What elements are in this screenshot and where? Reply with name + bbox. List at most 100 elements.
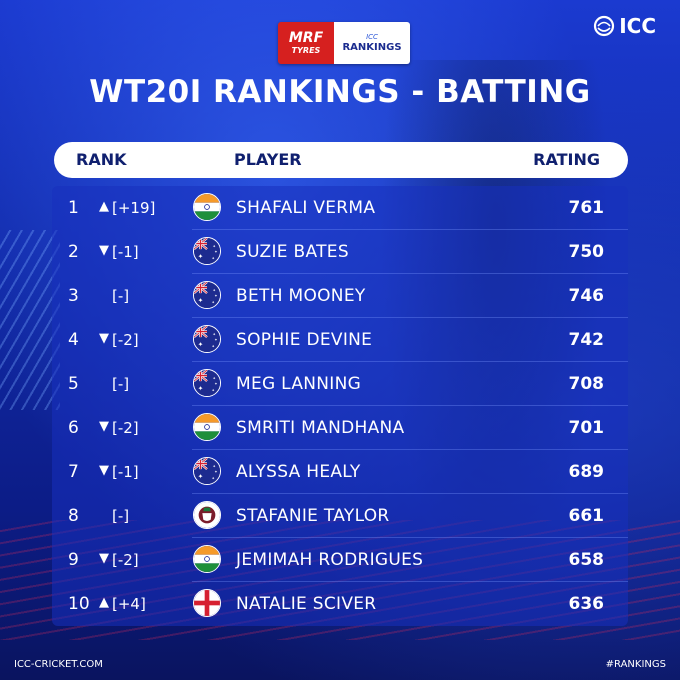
rank-change: [+19] <box>112 199 156 217</box>
table-row: 4 ▼ [-2] ✦ ✦ ✦ ✦ SOPHIE DEVINE 742 <box>52 318 628 362</box>
australia-flag-icon: ✦ ✦ ✦ ✦ <box>193 457 221 485</box>
rank-number: 4 <box>68 330 79 350</box>
rank-number: 5 <box>68 374 79 394</box>
india-flag-icon <box>193 193 221 221</box>
rank-number: 9 <box>68 550 79 570</box>
rank-change: [-] <box>112 287 130 305</box>
india-flag-icon <box>193 413 221 441</box>
page-title: WT20I RANKINGS - BATTING <box>89 74 591 110</box>
player-rating: 661 <box>568 506 605 526</box>
footer-website: ICC-CRICKET.COM <box>14 659 103 670</box>
arrow-up-icon: ▲ <box>99 595 109 610</box>
table-row: 2 ▼ [-1] ✦ ✦ ✦ ✦ SUZIE BATES 750 <box>52 230 628 274</box>
player-name: MEG LANNING <box>236 374 362 394</box>
row-divider <box>192 449 628 450</box>
arrow-down-icon: ▼ <box>99 551 109 566</box>
row-divider <box>192 317 628 318</box>
svg-text:✦: ✦ <box>213 332 216 336</box>
west-indies-flag-icon <box>193 501 221 529</box>
rank-number: 8 <box>68 506 79 526</box>
svg-text:✦: ✦ <box>198 252 204 260</box>
rank-change: [-2] <box>112 551 139 569</box>
england-flag-icon <box>193 589 221 617</box>
header-rank: RANK <box>76 150 127 169</box>
row-divider <box>192 273 628 274</box>
svg-text:✦: ✦ <box>198 472 204 480</box>
svg-text:✦: ✦ <box>212 344 215 348</box>
svg-text:✦: ✦ <box>198 384 204 392</box>
rank-change: [-1] <box>112 463 139 481</box>
header-player: PLAYER <box>234 150 302 169</box>
rank-change: [-1] <box>112 243 139 261</box>
rank-number: 2 <box>68 242 79 262</box>
svg-text:✦: ✦ <box>214 294 217 298</box>
svg-text:✦: ✦ <box>212 388 215 392</box>
australia-flag-icon: ✦ ✦ ✦ ✦ <box>193 369 221 397</box>
table-row: 1 ▲ [+19] SHAFALI VERMA 761 <box>52 186 628 230</box>
rank-number: 3 <box>68 286 79 306</box>
table-header: RANK PLAYER RATING <box>54 142 628 178</box>
rank-change: [+4] <box>112 595 146 613</box>
rankings-table: 1 ▲ [+19] SHAFALI VERMA 761 2 ▼ [-1] ✦ ✦ ✦ ✦ SUZIE B… <box>52 186 628 626</box>
icc-logo: ICC <box>593 14 656 38</box>
svg-text:✦: ✦ <box>212 300 215 304</box>
svg-text:✦: ✦ <box>213 244 216 248</box>
row-divider <box>192 581 628 582</box>
rank-change: [-2] <box>112 419 139 437</box>
rank-number: 6 <box>68 418 79 438</box>
rank-number: 10 <box>68 594 90 614</box>
table-row: 8 [-] STAFANIE TAYLOR 661 <box>52 494 628 538</box>
player-rating: 701 <box>568 418 605 438</box>
india-flag-icon <box>193 545 221 573</box>
svg-text:✦: ✦ <box>214 250 217 254</box>
table-row: 7 ▼ [-1] ✦ ✦ ✦ ✦ ALYSSA HEALY 689 <box>52 450 628 494</box>
arrow-down-icon: ▼ <box>99 463 109 478</box>
svg-text:✦: ✦ <box>214 470 217 474</box>
row-divider <box>192 361 628 362</box>
player-name: ALYSSA HEALY <box>236 462 361 482</box>
player-rating: 761 <box>568 198 605 218</box>
table-row: 6 ▼ [-2] SMRITI MANDHANA 701 <box>52 406 628 450</box>
row-divider <box>192 405 628 406</box>
background-stripes-left <box>0 230 60 410</box>
table-row: 9 ▼ [-2] JEMIMAH RODRIGUES 658 <box>52 538 628 582</box>
svg-text:✦: ✦ <box>198 340 204 348</box>
rank-number: 7 <box>68 462 79 482</box>
arrow-down-icon: ▼ <box>99 419 109 434</box>
arrow-down-icon: ▼ <box>99 243 109 258</box>
player-rating: 742 <box>568 330 605 350</box>
player-name: STAFANIE TAYLOR <box>236 506 390 526</box>
icc-small-text: ICC <box>366 32 378 41</box>
rankings-text: RANKINGS <box>342 41 402 53</box>
svg-text:✦: ✦ <box>214 382 217 386</box>
svg-text:✦: ✦ <box>213 464 216 468</box>
player-name: BETH MOONEY <box>236 286 366 306</box>
svg-text:✦: ✦ <box>214 338 217 342</box>
australia-flag-icon: ✦ ✦ ✦ ✦ <box>193 237 221 265</box>
svg-text:✦: ✦ <box>212 256 215 260</box>
player-rating: 636 <box>568 594 605 614</box>
rank-change: [-] <box>112 375 130 393</box>
player-name: SOPHIE DEVINE <box>236 330 373 350</box>
table-row: 5 [-] ✦ ✦ ✦ ✦ MEG LANNING 708 <box>52 362 628 406</box>
icc-rankings-logo: ICC RANKINGS <box>334 22 410 64</box>
player-name: NATALIE SCIVER <box>236 594 377 614</box>
rank-number: 1 <box>68 198 79 218</box>
australia-flag-icon: ✦ ✦ ✦ ✦ <box>193 281 221 309</box>
australia-flag-icon: ✦ ✦ ✦ ✦ <box>193 325 221 353</box>
player-name: SUZIE BATES <box>236 242 349 262</box>
player-name: JEMIMAH RODRIGUES <box>236 550 424 570</box>
player-rating: 689 <box>568 462 605 482</box>
rank-change: [-] <box>112 507 130 525</box>
rank-change: [-2] <box>112 331 139 349</box>
svg-text:✦: ✦ <box>213 288 216 292</box>
table-row: 10 ▲ [+4] NATALIE SCIVER 636 <box>52 582 628 626</box>
mrf-tyres-logo: MRF TYRES <box>278 22 334 64</box>
tyres-text: TYRES <box>291 46 321 55</box>
player-name: SHAFALI VERMA <box>236 198 376 218</box>
header-rating: RATING <box>533 150 600 169</box>
svg-text:✦: ✦ <box>212 476 215 480</box>
player-name: SMRITI MANDHANA <box>236 418 405 438</box>
icc-logo-text: ICC <box>619 14 656 38</box>
arrow-down-icon: ▼ <box>99 331 109 346</box>
